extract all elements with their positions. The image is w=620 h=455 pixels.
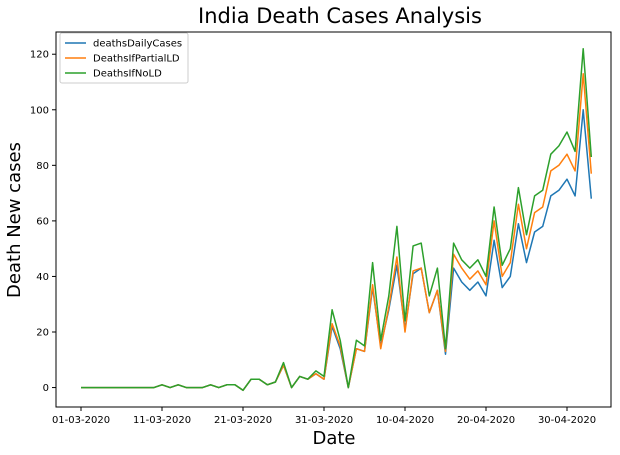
x-tick-label: 01-03-2020: [52, 415, 110, 426]
x-tick-label: 31-03-2020: [295, 415, 353, 426]
x-tick-label: 10-04-2020: [376, 415, 434, 426]
legend-label-DeathsIfPartialLD: DeathsIfPartialLD: [93, 54, 180, 65]
series-line-DeathsIfPartialLD: [81, 72, 593, 392]
y-tick-label: 60: [36, 216, 49, 227]
legend: deathsDailyCases DeathsIfPartialLD DeathsI…: [59, 32, 189, 84]
x-tick-label: 20-04-2020: [457, 415, 515, 426]
legend-box: [59, 32, 189, 84]
plot-area: [55, 31, 612, 408]
x-tick-label: 30-04-2020: [538, 415, 596, 426]
legend-label-DeathsIfNoLD: DeathsIfNoLD: [93, 69, 162, 80]
x-tick-label: 21-03-2020: [214, 415, 272, 426]
y-axis-label: Death New cases: [4, 142, 25, 298]
y-tick-label: 20: [36, 328, 49, 339]
y-axis: 0 20 40 60 80 100 120: [30, 50, 56, 394]
series-line-DeathsIfNoLD: [81, 47, 593, 392]
chart-title: India Death Cases Analysis: [198, 4, 482, 28]
series-layer: [81, 47, 593, 392]
series-line-deathsDailyCases: [81, 109, 593, 392]
y-tick-label: 120: [30, 50, 49, 61]
x-axis: 01-03-2020 11-03-2020 21-03-2020 31-03-2020…: [52, 407, 596, 426]
y-tick-label: 80: [36, 161, 49, 172]
legend-label-deathsDailyCases: deathsDailyCases: [93, 39, 182, 50]
x-axis-label: Date: [312, 428, 355, 449]
y-tick-label: 40: [36, 272, 49, 283]
x-tick-label: 11-03-2020: [133, 415, 191, 426]
y-tick-label: 0: [43, 383, 49, 394]
y-tick-label: 100: [30, 105, 49, 116]
